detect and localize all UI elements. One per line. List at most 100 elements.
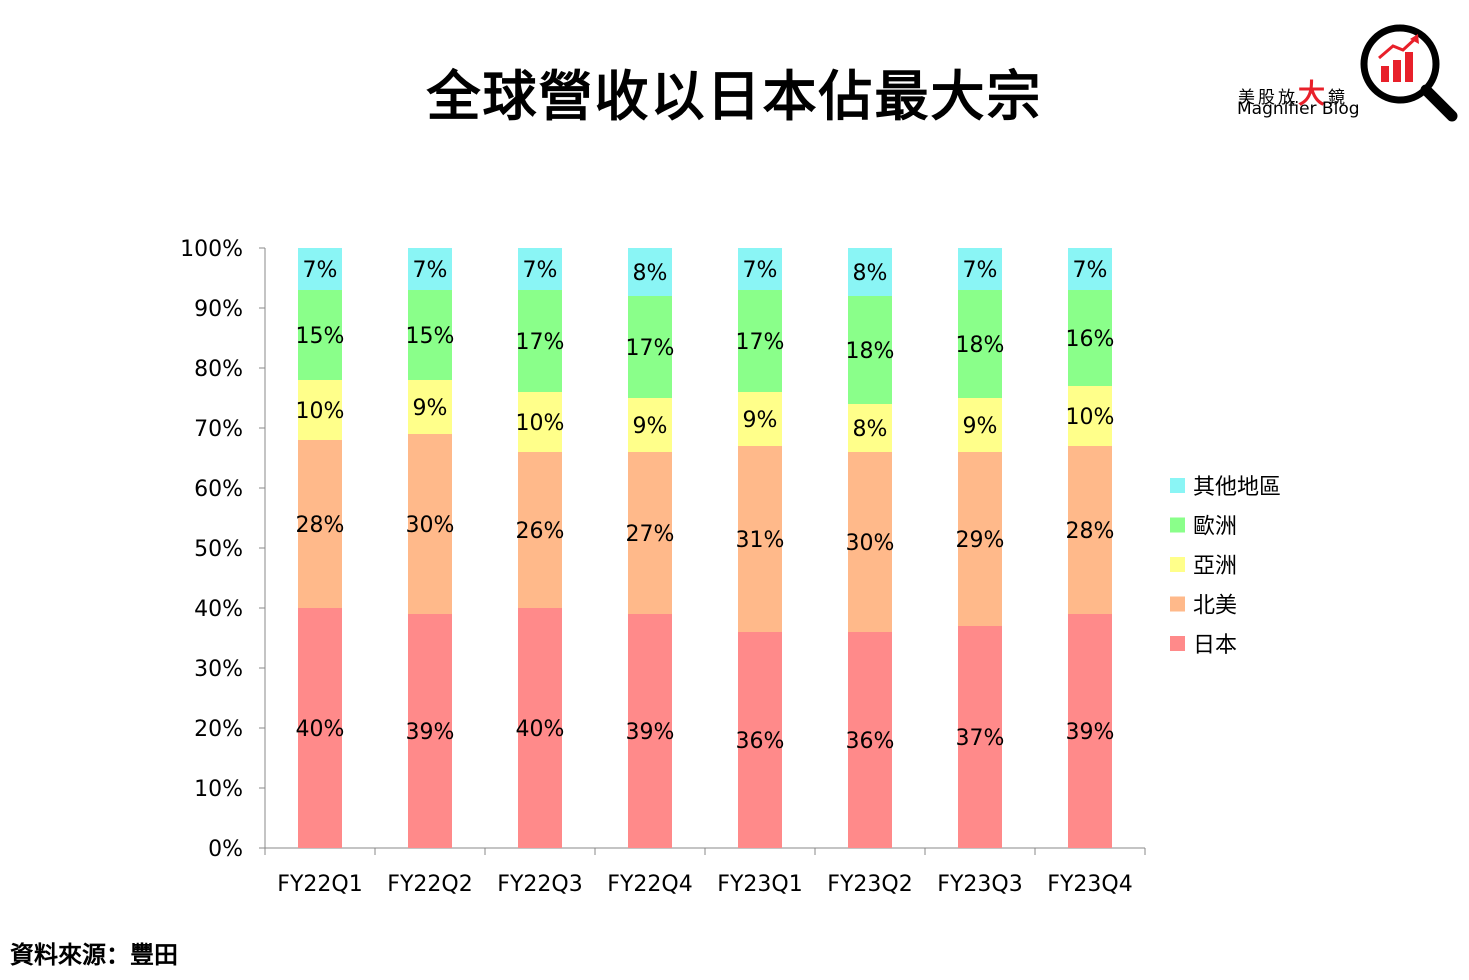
data-label: 7% [963, 258, 998, 283]
data-label: 15% [296, 324, 345, 349]
data-label: 29% [956, 528, 1005, 553]
data-label: 18% [846, 339, 895, 364]
data-label: 7% [743, 258, 778, 283]
y-tick-label: 40% [194, 597, 243, 622]
data-label: 37% [956, 726, 1005, 751]
data-label: 17% [626, 336, 675, 361]
data-label: 30% [846, 531, 895, 556]
bar-segment [408, 614, 452, 848]
y-tick-label: 10% [194, 777, 243, 802]
data-label: 15% [406, 324, 455, 349]
y-tick-label: 0% [208, 837, 243, 862]
data-label: 9% [413, 396, 448, 421]
bar-segment [1068, 614, 1112, 848]
data-label: 31% [736, 528, 785, 553]
bar-segment [628, 296, 672, 398]
bar-segment [1068, 290, 1112, 386]
bar-segment [958, 452, 1002, 626]
data-label: 9% [743, 408, 778, 433]
bar-segment [298, 608, 342, 848]
data-label: 39% [1066, 720, 1115, 745]
bar-segment [628, 614, 672, 848]
bar-segment [738, 290, 782, 392]
bar-segment [628, 452, 672, 614]
data-label: 39% [406, 720, 455, 745]
legend-swatch [1170, 517, 1185, 533]
data-label: 7% [413, 258, 448, 283]
bar-segment [848, 248, 892, 296]
bar-segment [848, 404, 892, 452]
bar-segment [1068, 386, 1112, 446]
bar-segment [738, 632, 782, 848]
y-tick-label: 20% [194, 717, 243, 742]
legend-swatch [1170, 557, 1185, 572]
x-tick-label: FY22Q4 [607, 872, 692, 897]
bar-segment [1068, 248, 1112, 290]
y-tick-label: 70% [194, 417, 243, 442]
y-tick-label: 60% [194, 477, 243, 502]
data-label: 9% [633, 414, 668, 439]
y-tick-label: 90% [194, 297, 243, 322]
legend-swatch [1170, 478, 1185, 493]
data-label: 28% [296, 513, 345, 538]
magnifier-blog-logo: 美股放大鏡 Magnifier Blog [1230, 22, 1460, 122]
x-tick-label: FY23Q3 [937, 872, 1022, 897]
bar-segment [518, 608, 562, 848]
bar-segment [518, 392, 562, 452]
bar-segment [628, 398, 672, 452]
data-label: 28% [1066, 519, 1115, 544]
legend-swatch [1170, 596, 1185, 612]
x-tick-label: FY23Q2 [827, 872, 912, 897]
legend-label: 亞洲 [1193, 554, 1237, 579]
bar-segment [408, 290, 452, 380]
logo-text-1: 美股放 [1238, 88, 1298, 108]
logo-english-text: Magnifier Blog [1237, 99, 1360, 119]
legend-label: 日本 [1193, 633, 1237, 658]
bar-segment [958, 290, 1002, 398]
bar-segment [958, 626, 1002, 848]
data-label: 30% [406, 513, 455, 538]
logo-text-big: 大 [1298, 79, 1328, 110]
data-label: 26% [516, 519, 565, 544]
data-label: 7% [1073, 258, 1108, 283]
data-label: 10% [1066, 405, 1115, 430]
data-label: 7% [303, 258, 338, 283]
data-label: 10% [516, 411, 565, 436]
bar-segment [298, 440, 342, 608]
data-label: 16% [1066, 327, 1115, 352]
bar-segment [408, 434, 452, 614]
bar-segment [1068, 446, 1112, 614]
data-label: 8% [853, 417, 888, 442]
bar-segment [298, 380, 342, 440]
data-label: 27% [626, 522, 675, 547]
data-label: 7% [523, 258, 558, 283]
x-tick-label: FY23Q4 [1047, 872, 1132, 897]
bar-segment [628, 248, 672, 296]
bar-segment [738, 446, 782, 632]
y-tick-label: 30% [194, 657, 243, 682]
bar-segment [518, 248, 562, 290]
data-label: 17% [516, 330, 565, 355]
data-label: 10% [296, 399, 345, 424]
bar-segment [848, 632, 892, 848]
bar-segment [738, 392, 782, 446]
data-label: 17% [736, 330, 785, 355]
bar-segment [518, 290, 562, 392]
magnifier-icon [1360, 24, 1458, 122]
bar-segment [408, 248, 452, 290]
bar-segment [958, 398, 1002, 452]
data-label: 40% [296, 717, 345, 742]
legend-swatch [1170, 636, 1185, 651]
x-tick-label: FY22Q1 [277, 872, 362, 897]
bar-segment [848, 296, 892, 404]
data-label: 36% [736, 729, 785, 754]
bar-segment [298, 248, 342, 290]
y-tick-label: 80% [194, 357, 243, 382]
legend-label: 歐洲 [1193, 515, 1237, 540]
data-label: 8% [853, 261, 888, 286]
data-label: 18% [956, 333, 1005, 358]
source-note: 資料來源：豐田 [10, 941, 178, 969]
bar-segment [518, 452, 562, 608]
chart-title: 全球營收以日本佔最大宗 [426, 65, 1043, 128]
